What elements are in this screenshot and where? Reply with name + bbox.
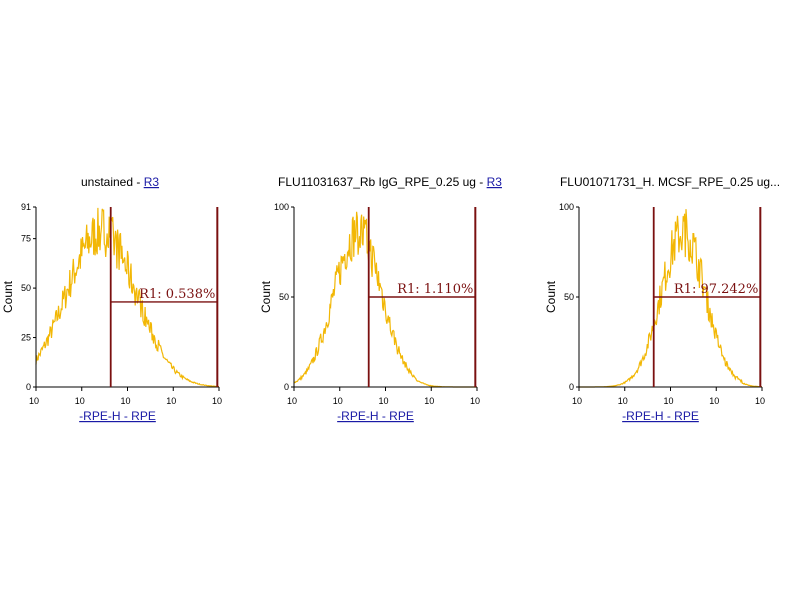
y-tick-label: 75 (21, 234, 31, 244)
x-axis-label[interactable]: -RPE-H - RPE (337, 409, 414, 423)
x-tick-label: 10 (755, 396, 765, 406)
y-tick-label: 100 (559, 202, 574, 212)
panel-title: FLU01071731_H. MCSF_RPE_0.25 ug... (560, 175, 780, 189)
panel-title: FLU11031637_Rb IgG_RPE_0.25 ug - R3 (278, 175, 502, 189)
region-link[interactable]: R3 (144, 175, 160, 189)
y-tick-label: 50 (21, 283, 31, 293)
x-axis-label[interactable]: -RPE-H - RPE (622, 409, 699, 423)
y-tick-label: 91 (21, 202, 31, 212)
y-tick-label: 0 (569, 382, 574, 392)
panel-title: unstained - R3 (81, 175, 159, 189)
x-tick-label: 10 (212, 396, 222, 406)
x-tick-label: 10 (618, 396, 628, 406)
x-tick-label: 10 (333, 396, 343, 406)
y-axis-label: Count (544, 280, 558, 313)
histogram-panel-3: FLU01071731_H. MCSF_RPE_0.25 ug... 0 50 100… (544, 175, 780, 423)
x-tick-label: 10 (709, 396, 719, 406)
histogram-trace (579, 209, 762, 388)
histogram-trace (35, 207, 220, 388)
gate-label: R1: 97.242% (674, 282, 758, 297)
x-axis-label[interactable]: -RPE-H - RPE (79, 409, 156, 423)
y-tick-label: 25 (21, 333, 31, 343)
y-tick-label: 50 (564, 292, 574, 302)
region-link[interactable]: R3 (487, 175, 503, 189)
x-tick-label: 10 (378, 396, 388, 406)
x-tick-label: 10 (166, 396, 176, 406)
x-tick-label: 10 (287, 396, 297, 406)
x-tick-label: 10 (29, 396, 39, 406)
y-axis-label: Count (1, 280, 15, 313)
y-axis-label: Count (259, 280, 273, 313)
histogram-panel-2: FLU11031637_Rb IgG_RPE_0.25 ug - R3 0 50 10… (259, 175, 502, 423)
gate-label: R1: 1.110% (397, 282, 473, 297)
x-tick-label: 10 (572, 396, 582, 406)
x-tick-label: 10 (663, 396, 673, 406)
y-tick-label: 50 (279, 292, 289, 302)
y-tick-label: 0 (26, 382, 31, 392)
x-tick-label: 10 (470, 396, 480, 406)
histogram-trace (293, 211, 477, 388)
y-tick-label: 100 (274, 202, 289, 212)
y-tick-label: 0 (284, 382, 289, 392)
x-tick-label: 10 (120, 396, 130, 406)
x-tick-label: 10 (75, 396, 85, 406)
gate-label: R1: 0.538% (139, 287, 215, 302)
x-tick-label: 10 (424, 396, 434, 406)
histogram-panel-1: unstained - R3 0 25 50 75 91 10 10 10 10 10 Count -R… (1, 175, 222, 423)
